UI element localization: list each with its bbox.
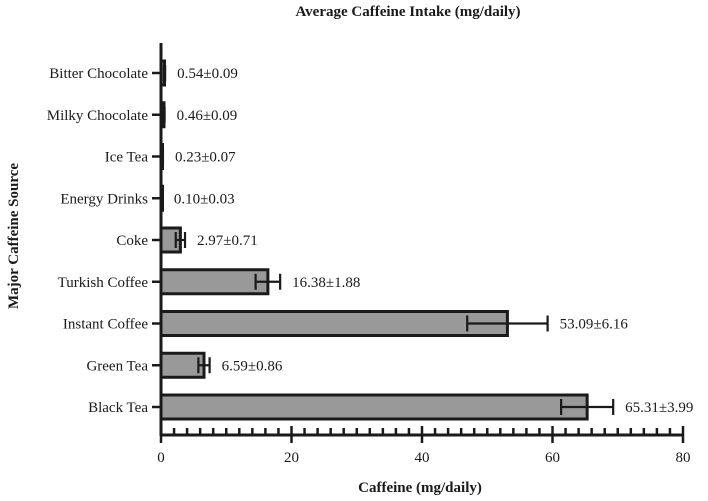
data-label: 6.59±0.86 — [222, 358, 283, 374]
bar — [159, 268, 270, 296]
x-tick-label: 20 — [284, 450, 299, 466]
category-label: Energy Drinks — [60, 191, 148, 207]
category-label: Milky Chocolate — [47, 108, 149, 124]
bar — [159, 310, 509, 337]
chart-title: Average Caffeine Intake (mg/daily) — [295, 4, 520, 20]
category-label: Coke — [116, 233, 148, 249]
category-label: Black Tea — [88, 400, 148, 416]
x-tick-label: 0 — [157, 450, 165, 466]
data-label: 0.46±0.09 — [177, 108, 238, 124]
bar — [159, 393, 589, 421]
x-tick-label: 60 — [545, 450, 560, 466]
x-tick-label: 80 — [676, 450, 691, 466]
data-label: 0.54±0.09 — [177, 66, 238, 82]
category-label: Ice Tea — [105, 150, 149, 166]
data-label: 16.38±1.88 — [292, 275, 360, 291]
data-label: 2.97±0.71 — [197, 233, 258, 249]
y-axis-title: Major Caffeine Source — [6, 163, 22, 309]
data-label: 65.31±3.99 — [625, 400, 693, 416]
data-label: 0.10±0.03 — [174, 191, 235, 207]
data-label: 0.23±0.07 — [175, 150, 236, 166]
x-axis-title: Caffeine (mg/daily) — [358, 480, 482, 496]
category-label: Turkish Coffee — [58, 275, 149, 291]
category-label: Instant Coffee — [63, 317, 148, 333]
data-label: 53.09±6.16 — [560, 317, 629, 333]
category-label: Bitter Chocolate — [49, 66, 148, 82]
x-tick-label: 40 — [415, 450, 430, 466]
category-label: Green Tea — [86, 358, 148, 374]
